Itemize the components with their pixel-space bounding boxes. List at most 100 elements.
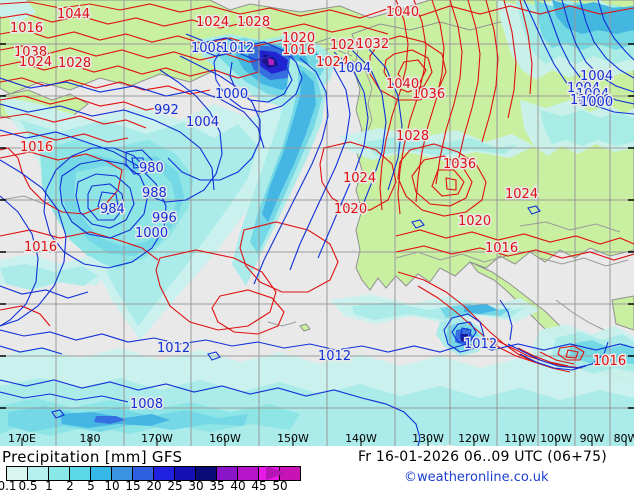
- longitude-label: 140W: [345, 432, 377, 445]
- color-scale-tick: 1: [45, 479, 53, 493]
- legend-title: Precipitation [mm] GFS: [2, 448, 183, 466]
- isobar-label-halo: 1024: [19, 55, 52, 70]
- isobar-label-halo: 1008: [191, 41, 224, 56]
- isobar-label: 1024: [316, 55, 349, 70]
- isobar-label: 1024: [196, 15, 229, 30]
- isobar-label-halo: 988: [142, 186, 167, 201]
- isobar-label: 1028: [58, 56, 91, 71]
- isobar-label: 1024: [19, 55, 52, 70]
- copyright-notice: ©weatheronline.co.uk: [404, 470, 549, 485]
- isobar-label: 984: [100, 202, 125, 217]
- isobar-label: 1004: [186, 115, 219, 130]
- isobar-label: 1000: [578, 93, 611, 108]
- color-scale-overflow-arrow: [266, 466, 286, 480]
- isobar-label: 1038: [14, 45, 47, 60]
- color-swatch: [217, 467, 238, 480]
- isobar-label-halo: 1024: [316, 55, 349, 70]
- color-scale-tick: 35: [209, 479, 225, 493]
- longitude-label: 160W: [209, 432, 241, 445]
- isobar-label: 1036: [412, 87, 445, 102]
- isobar-label-halo: 1040: [386, 5, 419, 20]
- isobar-label-halo: 1032: [356, 37, 389, 52]
- isobar-label-halo: 1028: [58, 56, 91, 71]
- isobar-label-halo: 1028: [396, 129, 429, 144]
- isobar-label-halo: 1028: [330, 38, 363, 53]
- isobar-label: 1036: [443, 157, 476, 172]
- legend-footer: Precipitation [mm] GFS 0.1 0.5 1 2 5 10 15 20 25…: [0, 446, 634, 493]
- isobar-label: 992: [154, 103, 179, 118]
- color-swatch: [112, 467, 133, 480]
- isobar-label-halo: 1020: [334, 202, 367, 217]
- color-scale-tick: 15: [125, 479, 141, 493]
- isobar-label: 1012: [464, 337, 497, 352]
- isobar-label: 1020: [282, 31, 315, 46]
- color-scale-tick: 2: [66, 479, 74, 493]
- color-swatch: [49, 467, 70, 480]
- longitude-label: 170W: [141, 432, 173, 445]
- color-swatch: [70, 467, 91, 480]
- isobar-label: 1008: [420, 445, 453, 446]
- isobar-label: 1028: [330, 38, 363, 53]
- longitude-label: 170E: [8, 432, 36, 445]
- isobar-label: 1016: [485, 241, 518, 256]
- isobar-label: 996: [152, 211, 177, 226]
- longitude-label: 80W: [613, 432, 634, 445]
- isobar-label-halo: 1012: [221, 41, 254, 56]
- longitude-label: 110W: [504, 432, 536, 445]
- color-scale-tick: 45: [251, 479, 267, 493]
- isobar-label-halo: 1008: [420, 445, 453, 446]
- isobar-label-halo: 996: [152, 211, 177, 226]
- isobar-label-halo: 1036: [443, 157, 476, 172]
- isobar-low-layer: [0, 0, 634, 446]
- isobar-label-halo: 1008: [130, 397, 163, 412]
- isobar-label: 1004: [338, 61, 371, 76]
- isobar-label: 1020: [458, 214, 491, 229]
- isobar-label-halo: 1004: [567, 81, 600, 96]
- isobar-label-halo: 1012: [318, 349, 351, 364]
- isobar-label: 1012: [221, 41, 254, 56]
- color-swatch: [238, 467, 259, 480]
- isobar-label: 1044: [57, 7, 90, 22]
- isobar-label: 1016: [593, 354, 626, 369]
- isobar-label-halo: 1024: [343, 171, 376, 186]
- isobar-label: 1016: [10, 21, 43, 36]
- longitude-label: 90W: [579, 432, 605, 445]
- color-scale-tick: 0.5: [18, 479, 38, 493]
- isobar-label-halo: 1004: [186, 115, 219, 130]
- isobar-label: 1024: [505, 187, 538, 202]
- longitude-label: 180: [79, 432, 101, 445]
- isobar-label-halo: 1012: [157, 341, 190, 356]
- color-scale-tick: 30: [188, 479, 204, 493]
- isobar-label: 1012: [157, 341, 190, 356]
- isobar-label-halo: 1004: [338, 61, 371, 76]
- isobar-label: 980: [139, 161, 164, 176]
- map-canvas[interactable]: 1044 1044 1024 1024 1028 1028 1040 1040 1016 1016…: [0, 0, 634, 446]
- isobar-label-halo: 1044: [57, 7, 90, 22]
- isobar-label-halo: 980: [139, 161, 164, 176]
- isobar-label-halo: 1004: [576, 87, 609, 102]
- isobar-label: 1040: [386, 77, 419, 92]
- isobar-label-halo: 1020: [282, 31, 315, 46]
- isobar-label: 1004: [580, 69, 613, 84]
- isobar-label: 1016: [20, 140, 53, 155]
- color-swatch: [133, 467, 154, 480]
- isobar-label: 1004: [576, 87, 609, 102]
- color-swatch: [154, 467, 175, 480]
- isobar-label: 1032: [356, 37, 389, 52]
- isobar-label-halo: 1000: [215, 87, 248, 102]
- color-swatch: [7, 467, 28, 480]
- isobar-label-halo: 1000: [135, 226, 168, 241]
- color-swatch: [175, 467, 196, 480]
- isobar-label: 988: [142, 186, 167, 201]
- isobar-label-halo: 1016: [282, 43, 315, 58]
- isobar-label-halo: 1016: [20, 140, 53, 155]
- isobar-label-halo: 1024: [505, 187, 538, 202]
- isobar-label: 1028: [237, 15, 270, 30]
- isobar-label-halo: 1012: [464, 337, 497, 352]
- isobar-label-halo: 1000: [580, 95, 613, 110]
- color-scale-tick: 50: [272, 479, 288, 493]
- isobar-label: 1016: [24, 240, 57, 255]
